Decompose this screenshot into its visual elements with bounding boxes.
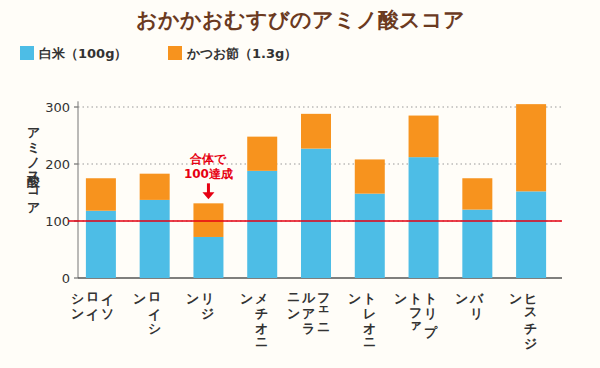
- title: おかかおむすびのアミノ酸スコア: [136, 8, 465, 32]
- category-label: ロイシン: [147, 284, 162, 342]
- tick: [74, 164, 78, 165]
- reference-line: [68, 220, 562, 222]
- category-label: イソロイシン: [86, 284, 116, 328]
- bar: [409, 157, 439, 278]
- bar: [193, 203, 223, 237]
- grid-line: [78, 107, 562, 108]
- legend-swatch: [168, 46, 182, 60]
- bar: [247, 137, 277, 171]
- category-label: リジン: [201, 284, 216, 328]
- category-label: ヒスチジン: [524, 284, 539, 356]
- tick-label: 200: [45, 157, 70, 172]
- tick-label: 100: [45, 214, 70, 229]
- legend-label: かつお節（1.3g）: [186, 46, 297, 61]
- category-label: メチオニン: [255, 284, 270, 356]
- bar: [355, 194, 385, 278]
- bar: [409, 116, 439, 158]
- bar: [516, 104, 546, 191]
- category-label: フェニルアラニン: [301, 284, 331, 342]
- annotation-text: 合体で: [189, 152, 227, 166]
- bar: [140, 174, 170, 200]
- bar: [86, 178, 116, 210]
- annotation-arrow-head: [202, 192, 214, 199]
- annotation-text: 100達成: [184, 167, 233, 181]
- bar: [462, 210, 492, 278]
- bar: [140, 200, 170, 278]
- y-axis: [78, 101, 79, 278]
- category-label: トレオニン: [362, 284, 377, 356]
- page: {"chart_data": { "type": "bar", "title":…: [0, 0, 600, 368]
- bar: [247, 171, 277, 278]
- category-label: トリプトファン: [409, 284, 439, 342]
- bar: [301, 114, 331, 149]
- bars: [86, 104, 546, 278]
- legend-swatch: [20, 46, 34, 60]
- category-label: バリン: [470, 284, 485, 328]
- tick: [74, 278, 78, 279]
- tick-label: 0: [62, 271, 70, 286]
- bar: [301, 149, 331, 278]
- tick: [74, 107, 78, 108]
- y-axis-label: アミノ酸スコア: [24, 118, 42, 208]
- bar: [462, 178, 492, 209]
- bar: [193, 237, 223, 278]
- bar: [355, 159, 385, 193]
- annotation-arrow: [207, 183, 210, 193]
- bar: [516, 191, 546, 278]
- tick-label: 300: [45, 100, 70, 115]
- legend-label: 白米（100g）: [39, 46, 127, 61]
